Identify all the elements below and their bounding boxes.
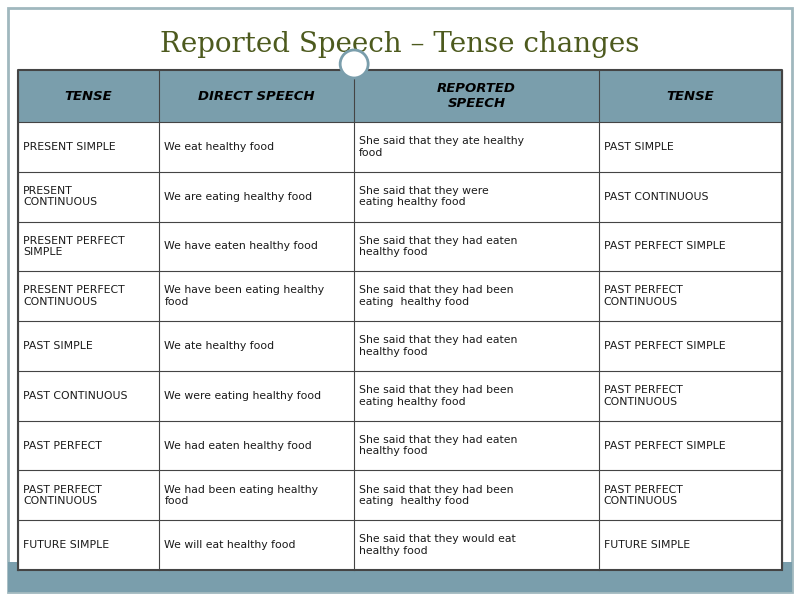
FancyBboxPatch shape: [354, 371, 598, 421]
FancyBboxPatch shape: [354, 70, 598, 122]
Text: PRESENT
CONTINUOUS: PRESENT CONTINUOUS: [23, 186, 97, 208]
Text: PRESENT SIMPLE: PRESENT SIMPLE: [23, 142, 116, 152]
FancyBboxPatch shape: [354, 122, 598, 172]
FancyBboxPatch shape: [159, 371, 354, 421]
FancyBboxPatch shape: [18, 321, 159, 371]
FancyBboxPatch shape: [598, 520, 782, 570]
Text: TENSE: TENSE: [65, 89, 113, 103]
FancyBboxPatch shape: [159, 172, 354, 221]
FancyBboxPatch shape: [159, 321, 354, 371]
FancyBboxPatch shape: [354, 520, 598, 570]
FancyBboxPatch shape: [18, 520, 159, 570]
Text: FUTURE SIMPLE: FUTURE SIMPLE: [604, 540, 690, 550]
FancyBboxPatch shape: [18, 371, 159, 421]
Text: PAST PERFECT SIMPLE: PAST PERFECT SIMPLE: [604, 341, 726, 351]
FancyBboxPatch shape: [354, 271, 598, 321]
FancyBboxPatch shape: [598, 371, 782, 421]
FancyBboxPatch shape: [18, 122, 159, 172]
FancyBboxPatch shape: [159, 122, 354, 172]
FancyBboxPatch shape: [18, 221, 159, 271]
Text: PAST PERFECT
CONTINUOUS: PAST PERFECT CONTINUOUS: [604, 286, 682, 307]
Text: PAST CONTINUOUS: PAST CONTINUOUS: [604, 191, 708, 202]
Text: PAST PERFECT SIMPLE: PAST PERFECT SIMPLE: [604, 440, 726, 451]
Text: TENSE: TENSE: [666, 89, 714, 103]
Text: She said that they had eaten
healthy food: She said that they had eaten healthy foo…: [359, 335, 518, 357]
FancyBboxPatch shape: [159, 271, 354, 321]
Text: PRESENT PERFECT
CONTINUOUS: PRESENT PERFECT CONTINUOUS: [23, 286, 125, 307]
FancyBboxPatch shape: [598, 271, 782, 321]
FancyBboxPatch shape: [598, 172, 782, 221]
FancyBboxPatch shape: [598, 470, 782, 520]
Text: She said that they had been
eating  healthy food: She said that they had been eating healt…: [359, 485, 514, 506]
Text: We are eating healthy food: We are eating healthy food: [164, 191, 313, 202]
FancyBboxPatch shape: [354, 470, 598, 520]
Text: PAST CONTINUOUS: PAST CONTINUOUS: [23, 391, 127, 401]
Text: DIRECT SPEECH: DIRECT SPEECH: [198, 89, 315, 103]
FancyBboxPatch shape: [18, 70, 159, 122]
FancyBboxPatch shape: [598, 321, 782, 371]
Text: PRESENT PERFECT
SIMPLE: PRESENT PERFECT SIMPLE: [23, 236, 125, 257]
Text: She said that they had been
eating  healthy food: She said that they had been eating healt…: [359, 286, 514, 307]
FancyBboxPatch shape: [354, 321, 598, 371]
Text: PAST SIMPLE: PAST SIMPLE: [604, 142, 674, 152]
Text: We ate healthy food: We ate healthy food: [164, 341, 274, 351]
FancyBboxPatch shape: [159, 520, 354, 570]
FancyBboxPatch shape: [8, 562, 792, 592]
FancyBboxPatch shape: [159, 421, 354, 470]
Circle shape: [340, 50, 368, 78]
Text: She said that they ate healthy
food: She said that they ate healthy food: [359, 136, 524, 158]
Text: PAST PERFECT
CONTINUOUS: PAST PERFECT CONTINUOUS: [604, 385, 682, 407]
Text: We eat healthy food: We eat healthy food: [164, 142, 274, 152]
Text: Reported Speech – Tense changes: Reported Speech – Tense changes: [160, 31, 640, 58]
Text: We had eaten healthy food: We had eaten healthy food: [164, 440, 312, 451]
Text: PAST PERFECT: PAST PERFECT: [23, 440, 102, 451]
Text: FUTURE SIMPLE: FUTURE SIMPLE: [23, 540, 109, 550]
FancyBboxPatch shape: [598, 70, 782, 122]
Text: We will eat healthy food: We will eat healthy food: [164, 540, 296, 550]
Text: PAST SIMPLE: PAST SIMPLE: [23, 341, 93, 351]
Text: She said that they were
eating healthy food: She said that they were eating healthy f…: [359, 186, 489, 208]
Text: We had been eating healthy
food: We had been eating healthy food: [164, 485, 318, 506]
Text: We have been eating healthy
food: We have been eating healthy food: [164, 286, 325, 307]
FancyBboxPatch shape: [354, 172, 598, 221]
Text: REPORTED
SPEECH: REPORTED SPEECH: [437, 82, 516, 110]
FancyBboxPatch shape: [18, 421, 159, 470]
FancyBboxPatch shape: [18, 271, 159, 321]
FancyBboxPatch shape: [598, 421, 782, 470]
Text: PAST PERFECT
CONTINUOUS: PAST PERFECT CONTINUOUS: [23, 485, 102, 506]
FancyBboxPatch shape: [18, 172, 159, 221]
FancyBboxPatch shape: [354, 221, 598, 271]
Text: She said that they had eaten
healthy food: She said that they had eaten healthy foo…: [359, 236, 518, 257]
Text: PAST PERFECT
CONTINUOUS: PAST PERFECT CONTINUOUS: [604, 485, 682, 506]
FancyBboxPatch shape: [598, 221, 782, 271]
FancyBboxPatch shape: [159, 70, 354, 122]
Text: She said that they had been
eating healthy food: She said that they had been eating healt…: [359, 385, 514, 407]
Text: We have eaten healthy food: We have eaten healthy food: [164, 241, 318, 251]
FancyBboxPatch shape: [18, 470, 159, 520]
FancyBboxPatch shape: [354, 421, 598, 470]
Text: She said that they would eat
healthy food: She said that they would eat healthy foo…: [359, 535, 516, 556]
FancyBboxPatch shape: [598, 122, 782, 172]
FancyBboxPatch shape: [159, 221, 354, 271]
FancyBboxPatch shape: [159, 470, 354, 520]
Text: PAST PERFECT SIMPLE: PAST PERFECT SIMPLE: [604, 241, 726, 251]
FancyBboxPatch shape: [8, 8, 792, 592]
Text: She said that they had eaten
healthy food: She said that they had eaten healthy foo…: [359, 435, 518, 457]
Text: We were eating healthy food: We were eating healthy food: [164, 391, 322, 401]
